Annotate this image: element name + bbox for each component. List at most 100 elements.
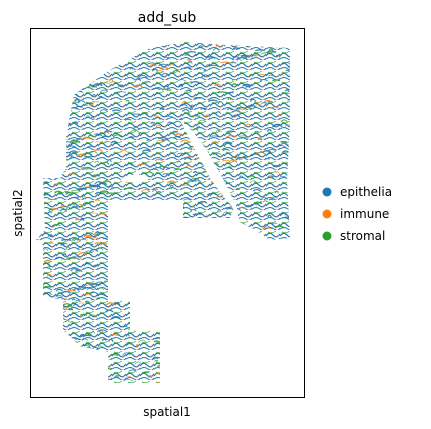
cell-patch [93, 149, 104, 152]
cell-patch [226, 166, 233, 169]
cell-patch [75, 299, 82, 302]
cell-patch [251, 55, 257, 57]
cell-patch [268, 175, 273, 178]
cell-patch [277, 113, 282, 116]
cell-patch [72, 121, 79, 125]
cell-patch [109, 81, 118, 84]
cell-patch [82, 186, 93, 189]
cell-patch [47, 234, 54, 237]
cell-patch [65, 319, 70, 323]
cell-patch [240, 54, 250, 57]
cell-patch [155, 381, 163, 383]
cell-patch [108, 78, 114, 82]
cell-patch [75, 137, 84, 141]
cell-patch [152, 356, 159, 360]
cell-patch [71, 237, 79, 241]
cell-patch [54, 190, 63, 194]
cell-patch [96, 297, 101, 300]
cell-patch [230, 83, 239, 87]
cell-patch [249, 98, 257, 103]
cell-patch [173, 120, 182, 124]
cell-patch [260, 52, 271, 55]
cell-patch [84, 300, 90, 303]
cell-patch [261, 102, 268, 104]
cell-patch [86, 286, 98, 291]
cell-patch [235, 104, 242, 108]
cell-patch [169, 64, 175, 67]
cell-patch [61, 238, 72, 241]
cell-patch [241, 156, 247, 159]
cell-patch [212, 152, 222, 156]
cell-patch [132, 126, 140, 130]
cell-patch [86, 84, 98, 88]
cell-patch [55, 256, 63, 259]
cell-patch [93, 101, 99, 103]
cell-patch [181, 108, 190, 113]
cell-patch [217, 101, 224, 105]
cell-patch [173, 168, 182, 172]
legend-marker-stromal [322, 231, 332, 241]
cell-patch [242, 56, 248, 60]
cell-patch [251, 203, 258, 206]
cell-patch [123, 75, 129, 77]
cell-patch [52, 182, 62, 186]
cell-patch [191, 128, 199, 131]
cell-patch [222, 141, 233, 145]
cell-patch [61, 303, 72, 307]
cell-patch [82, 202, 89, 205]
cell-patch [227, 97, 232, 101]
cell-patch [96, 185, 101, 189]
cell-patch [65, 155, 73, 157]
cell-patch [279, 212, 287, 216]
cell-patch [162, 166, 171, 170]
cell-patch [87, 314, 98, 318]
cell-patch [243, 83, 251, 86]
cell-patch [272, 165, 281, 167]
cell-patch [185, 89, 192, 92]
cell-patch [93, 133, 100, 136]
cell-patch [92, 264, 99, 267]
cell-patch [280, 142, 289, 146]
cell-patch [168, 187, 173, 190]
cell-patch [266, 129, 272, 132]
cell-patch [77, 204, 84, 207]
cell-patch [78, 286, 88, 289]
cell-patch [155, 92, 161, 95]
cell-patch [125, 333, 130, 337]
cell-patch [42, 285, 52, 288]
cell-patch [214, 111, 222, 115]
cell-patch [73, 337, 79, 340]
cell-patch [60, 290, 72, 294]
cell-patch [255, 103, 262, 106]
cell-patch [76, 153, 87, 158]
x-axis-label: spatial1 [143, 405, 191, 419]
legend-marker-epithelia [322, 187, 332, 197]
cell-patch [222, 148, 230, 152]
cell-patch [197, 200, 208, 204]
cell-patch [81, 104, 89, 107]
cell-patch [143, 80, 151, 84]
cell-patch [159, 165, 165, 169]
cell-patch [96, 281, 104, 283]
y-axis-label: spatial2 [11, 189, 25, 237]
cell-patch [274, 54, 281, 58]
cell-patch [89, 232, 95, 236]
cell-patch [235, 188, 240, 191]
cell-patch [142, 149, 152, 153]
cell-patch [42, 181, 50, 184]
cell-patch [206, 192, 217, 196]
cell-patch [107, 338, 114, 343]
cell-patch [101, 338, 107, 341]
cell-patch [116, 91, 127, 93]
cell-patch [48, 208, 54, 212]
cell-patch [238, 135, 249, 137]
cell-patch [86, 333, 93, 337]
cell-patch [244, 155, 249, 159]
cell-patch [266, 50, 277, 54]
cell-patch [94, 160, 100, 163]
cell-patch [103, 129, 112, 133]
cell-patch [138, 132, 143, 135]
cell-patch [181, 100, 188, 104]
cell-patch [117, 84, 125, 87]
legend-label-immune: immune [340, 207, 389, 221]
